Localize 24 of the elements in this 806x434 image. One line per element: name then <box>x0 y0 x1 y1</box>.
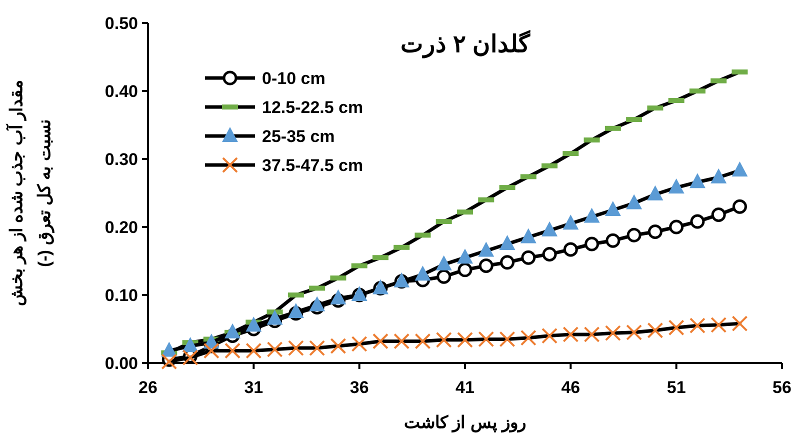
x-tick-label: 31 <box>244 378 264 397</box>
legend-label: 0-10 cm <box>262 69 326 88</box>
x-tick-label: 36 <box>350 378 369 397</box>
y-tick-label: 0.50 <box>104 14 138 33</box>
legend-label: 25-35 cm <box>262 127 335 146</box>
legend-item: 25-35 cm <box>205 127 335 146</box>
x-axis-title: روز پس از کاشت <box>404 413 526 433</box>
legend-label: 12.5-22.5 cm <box>262 98 364 117</box>
y-tick-label: 0.30 <box>104 150 138 169</box>
chart-title: گلدان ۲ ذرت <box>400 29 531 59</box>
legend-item: 12.5-22.5 cm <box>205 98 364 117</box>
y-axis-title: مقدار آب جذب شده از هر بخش نسبت به کل تعرق (-) <box>5 80 55 306</box>
y-tick-label: 0.10 <box>104 286 138 305</box>
x-tick-label: 51 <box>666 378 686 397</box>
x-tick-label: 56 <box>772 378 792 397</box>
x-tick-label: 46 <box>561 378 580 397</box>
y-tick-label: 0.40 <box>104 82 138 101</box>
legend-item: 0-10 cm <box>205 69 326 88</box>
y-tick-label: 0.20 <box>104 218 138 237</box>
x-tick-label: 26 <box>138 378 158 397</box>
legend-label: 37.5-47.5 cm <box>262 156 364 175</box>
y-tick-label: 0.00 <box>104 354 138 373</box>
x-tick-label: 41 <box>456 378 474 397</box>
legend-item: 37.5-47.5 cm <box>205 156 364 175</box>
